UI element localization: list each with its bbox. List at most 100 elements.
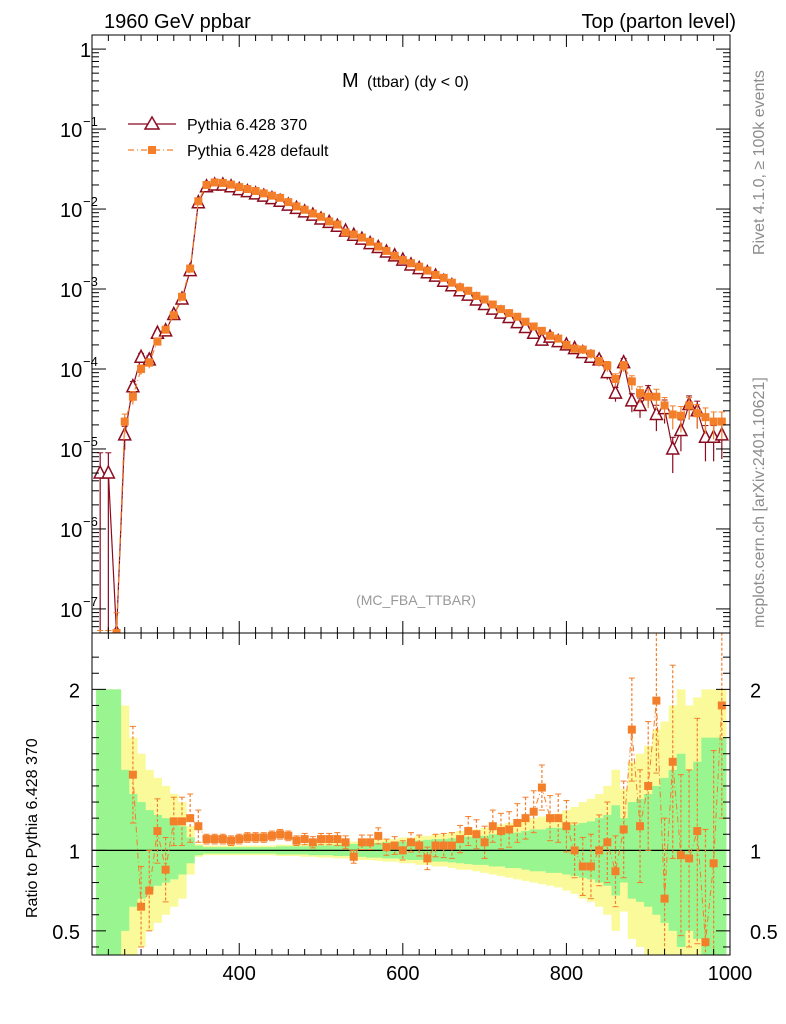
ratio-data-point <box>153 827 162 836</box>
data-point-pythia-default <box>709 417 718 426</box>
ratio-data-point <box>611 867 620 876</box>
y-tick-label: 10 <box>60 360 82 382</box>
ratio-data-point <box>456 835 465 844</box>
ratio-data-point <box>439 841 448 850</box>
ratio-data-point <box>636 822 645 831</box>
uncertainty-band-inner <box>112 689 122 955</box>
data-point-pythia-370 <box>125 378 141 393</box>
data-point-pythia-default <box>676 411 685 420</box>
ratio-data-point <box>488 822 497 831</box>
ratio-data-point <box>194 822 203 831</box>
y-tick-label: 10 <box>60 280 82 302</box>
ratio-data-point <box>333 835 342 844</box>
ratio-data-point <box>374 831 383 840</box>
data-point-pythia-370 <box>632 396 648 412</box>
data-point-pythia-default <box>415 262 424 271</box>
uncertainty-band-inner <box>717 737 727 955</box>
ratio-y-tick-label-left: 0.5 <box>52 922 80 944</box>
y-tick-label: 1 <box>80 40 91 62</box>
ratio-data-point <box>357 838 366 847</box>
y-tick-exponent: −4 <box>83 354 98 369</box>
ratio-data-point <box>341 838 350 847</box>
data-point-pythia-default <box>668 410 677 419</box>
series-line-pythia-370 <box>100 184 722 633</box>
data-point-pythia-default <box>227 180 236 189</box>
ratio-data-point <box>317 835 326 844</box>
ratio-data-point <box>251 833 260 842</box>
ratio-data-point <box>145 886 154 895</box>
ratio-data-point <box>169 817 178 826</box>
ratio-data-point <box>685 854 694 863</box>
header-right-label: Top (parton level) <box>581 11 736 33</box>
data-point-pythia-370 <box>608 384 623 399</box>
data-point-pythia-default <box>496 305 505 314</box>
ratio-data-point <box>717 701 726 710</box>
data-point-pythia-default <box>431 270 440 279</box>
data-point-pythia-default <box>128 392 137 401</box>
data-point-pythia-default <box>357 233 366 242</box>
data-point-pythia-default <box>586 349 595 358</box>
ratio-data-point <box>586 862 595 871</box>
data-point-pythia-default <box>570 344 579 353</box>
ratio-data-point <box>472 830 481 839</box>
data-point-pythia-default <box>120 417 129 426</box>
legend-entry-pythia-370: Pythia 6.428 370 <box>128 115 307 134</box>
data-point-pythia-default <box>177 292 186 301</box>
y-tick-exponent: −7 <box>83 594 98 609</box>
data-point-pythia-default <box>554 334 563 343</box>
data-point-pythia-default <box>210 178 219 187</box>
ratio-data-point <box>595 846 604 855</box>
main-plot-series <box>92 176 730 655</box>
data-point-pythia-370 <box>665 440 680 455</box>
ratio-axis-label: Ratio to Pythia 6.428 370 <box>24 738 41 918</box>
data-point-pythia-default <box>390 251 399 260</box>
ratio-y-tick-label-right: 2 <box>750 680 761 702</box>
data-point-pythia-default <box>636 389 645 398</box>
data-point-pythia-370 <box>477 295 492 311</box>
ratio-data-point <box>292 836 301 845</box>
ratio-data-point <box>676 851 685 860</box>
data-point-pythia-default <box>464 286 473 295</box>
ratio-data-point <box>218 835 227 844</box>
data-point-pythia-default <box>374 242 383 251</box>
ratio-data-point <box>161 865 170 874</box>
data-point-pythia-default <box>652 392 661 401</box>
data-point-pythia-370 <box>510 313 525 329</box>
ratio-data-point <box>366 838 375 847</box>
data-point-pythia-default <box>619 361 628 370</box>
ratio-data-point <box>693 827 702 836</box>
data-point-pythia-370 <box>624 392 640 407</box>
x-tick-label: 800 <box>550 963 583 985</box>
data-point-pythia-default <box>644 392 653 401</box>
ratio-data-point <box>513 818 522 827</box>
data-point-pythia-default <box>341 228 350 237</box>
main-plot-axes: 110−110−210−310−410−510−610−7 <box>60 35 731 634</box>
uncertainty-band-inner <box>104 689 113 955</box>
data-point-pythia-default <box>603 361 612 370</box>
data-point-pythia-370 <box>518 318 533 334</box>
data-point-pythia-default <box>194 197 203 206</box>
data-point-pythia-default <box>104 647 112 655</box>
data-point-pythia-default <box>366 237 375 246</box>
data-point-pythia-default <box>447 278 456 287</box>
data-point-pythia-default <box>186 264 195 273</box>
ratio-data-point <box>529 807 538 816</box>
y-tick-exponent: −3 <box>83 274 98 289</box>
y-tick-label: 10 <box>60 600 82 622</box>
data-point-pythia-default <box>529 322 538 331</box>
data-point-pythia-default <box>717 417 726 426</box>
data-point-pythia-default <box>480 295 489 304</box>
ratio-data-point <box>308 838 317 847</box>
ratio-data-point <box>267 831 276 840</box>
ratio-data-point <box>284 831 293 840</box>
plot-title-sub: (ttbar) (dy < 0) <box>367 74 469 91</box>
ratio-data-point <box>259 833 268 842</box>
y-tick-label: 10 <box>60 440 82 462</box>
data-point-pythia-370 <box>526 324 541 339</box>
data-point-pythia-default <box>145 358 154 367</box>
ratio-data-point <box>464 827 473 836</box>
ratio-data-point <box>227 836 236 845</box>
header-left-label: 1960 GeV ppbar <box>104 11 251 33</box>
data-point-pythia-default <box>505 309 514 318</box>
